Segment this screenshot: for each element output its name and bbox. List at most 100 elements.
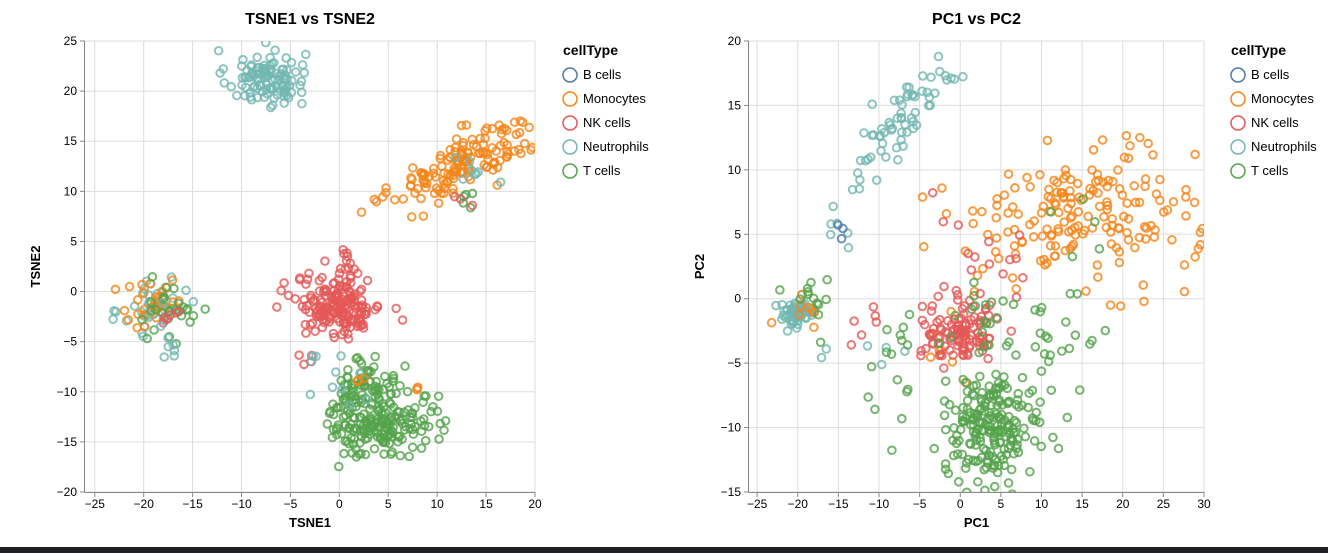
point-monocytes xyxy=(1053,224,1063,234)
legend-label: T cells xyxy=(583,163,621,178)
point-neutrophils xyxy=(219,78,230,88)
point-t-cells xyxy=(356,448,366,459)
point-nk-cells xyxy=(161,314,172,325)
point-monocytes xyxy=(1011,284,1022,294)
point-monocytes xyxy=(119,305,130,316)
point-monocytes xyxy=(139,309,149,320)
point-monocytes xyxy=(1067,241,1077,252)
point-neutrophils xyxy=(876,359,887,370)
point-monocytes xyxy=(918,241,929,252)
point-monocytes xyxy=(168,297,178,307)
point-neutrophils xyxy=(238,54,248,65)
point-monocytes xyxy=(1028,232,1039,242)
point-monocytes xyxy=(445,144,456,155)
point-neutrophils xyxy=(908,123,919,134)
point-neutrophils xyxy=(855,155,866,166)
point-t-cells xyxy=(348,386,359,397)
point-monocytes xyxy=(1105,300,1116,310)
x-tick-label: 10 xyxy=(430,497,444,511)
point-t-cells xyxy=(322,419,333,429)
point-t-cells xyxy=(998,454,1009,465)
x-tick-label: 5 xyxy=(998,497,1005,511)
point-monocytes xyxy=(433,198,444,208)
point-monocytes xyxy=(1114,247,1125,257)
point-nk-cells xyxy=(333,290,344,301)
point-nk-cells xyxy=(329,278,340,288)
point-monocytes xyxy=(1010,183,1020,193)
point-nk-cells xyxy=(984,236,994,247)
point-neutrophils xyxy=(361,394,372,405)
point-t-cells xyxy=(423,421,434,432)
point-t-cells xyxy=(989,435,999,446)
point-nk-cells xyxy=(849,316,859,326)
point-nk-cells xyxy=(283,290,294,301)
point-nk-cells xyxy=(970,252,980,262)
point-t-cells xyxy=(965,420,976,430)
point-neutrophils xyxy=(926,72,936,83)
point-nk-cells xyxy=(300,319,311,330)
point-nk-cells xyxy=(943,315,953,326)
point-neutrophils xyxy=(261,71,272,82)
point-monocytes xyxy=(1158,207,1169,217)
point-t-cells xyxy=(1064,343,1075,354)
point-monocytes xyxy=(1093,272,1103,282)
point-monocytes xyxy=(1003,227,1013,237)
point-monocytes xyxy=(1099,212,1109,222)
point-t-cells xyxy=(971,380,982,390)
point-t-cells xyxy=(968,455,979,466)
point-t-cells xyxy=(407,412,418,423)
point-neutrophils xyxy=(887,123,898,134)
point-nk-cells xyxy=(171,308,182,318)
y-tick-label: 10 xyxy=(728,163,742,177)
point-monocytes xyxy=(1093,188,1103,198)
point-nk-cells xyxy=(1014,230,1025,240)
point-monocytes xyxy=(516,148,526,159)
point-neutrophils xyxy=(881,152,891,162)
point-neutrophils xyxy=(237,80,247,90)
point-neutrophils xyxy=(156,321,166,331)
point-t-cells xyxy=(393,436,403,447)
y-tick-label: 5 xyxy=(70,234,77,248)
point-neutrophils xyxy=(821,344,832,354)
point-monocytes xyxy=(539,103,547,111)
point-t-cells xyxy=(957,449,968,460)
point-t-cells xyxy=(363,367,374,378)
point-t-cells xyxy=(369,443,380,454)
point-nk-cells xyxy=(966,314,976,325)
point-t-cells xyxy=(1057,346,1067,356)
point-nk-cells xyxy=(917,301,928,312)
point-neutrophils xyxy=(108,314,118,325)
point-monocytes xyxy=(1138,280,1149,290)
point-nk-cells xyxy=(953,220,964,230)
point-nk-cells xyxy=(297,301,308,312)
point-neutrophils xyxy=(344,400,355,411)
point-monocytes xyxy=(1106,239,1117,249)
point-nk-cells xyxy=(317,297,328,308)
point-t-cells xyxy=(822,274,832,285)
point-monocytes xyxy=(1094,201,1105,212)
point-nk-cells xyxy=(953,336,964,347)
point-monocytes xyxy=(978,263,988,274)
point-t-cells xyxy=(358,420,369,431)
point-monocytes xyxy=(1060,245,1071,256)
point-neutrophils xyxy=(792,315,803,326)
point-t-cells xyxy=(965,439,976,450)
point-t-cells xyxy=(973,476,983,487)
point-t-cells xyxy=(895,330,906,340)
point-t-cells xyxy=(985,410,996,421)
legend-label: Neutrophils xyxy=(583,139,649,154)
point-t-cells xyxy=(1024,388,1034,399)
point-monocytes xyxy=(428,163,439,174)
point-monocytes xyxy=(1151,189,1162,199)
point-t-cells xyxy=(893,496,901,504)
point-t-cells xyxy=(999,460,1010,471)
point-monocytes xyxy=(502,146,512,157)
point-monocytes xyxy=(1130,242,1140,253)
point-t-cells xyxy=(1048,432,1058,443)
point-nk-cells xyxy=(1005,254,1015,265)
point-t-cells xyxy=(388,370,399,381)
chart-title: PC1 vs PC2 xyxy=(932,11,1021,28)
point-t-cells xyxy=(1011,443,1022,454)
point-nk-cells xyxy=(919,319,930,330)
point-t-cells xyxy=(1029,436,1040,446)
